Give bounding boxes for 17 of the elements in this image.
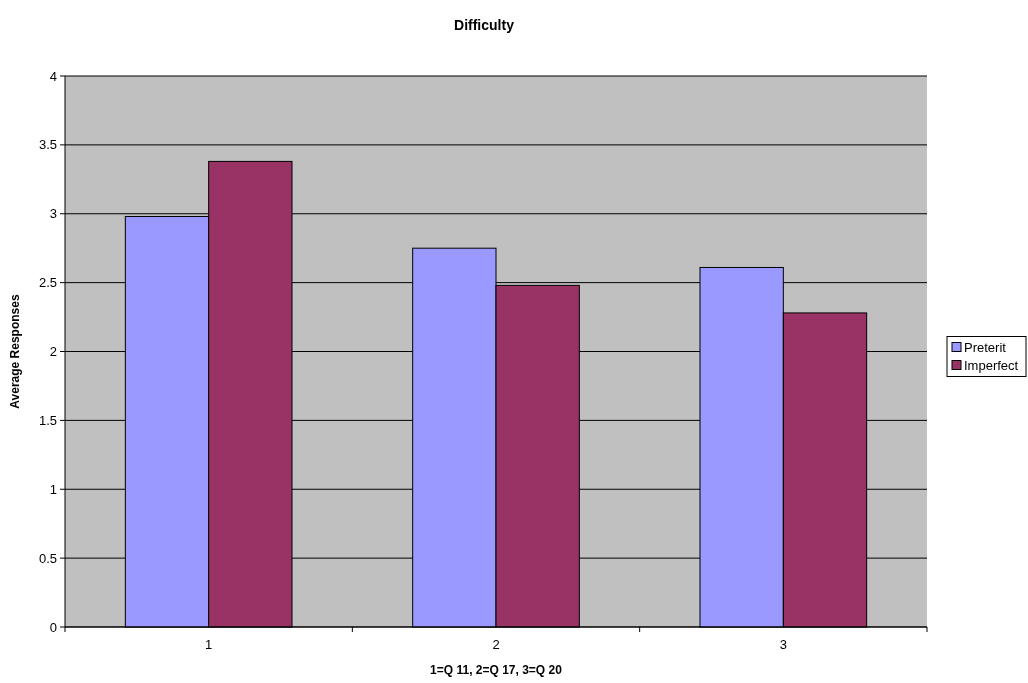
y-tick-label: 0 [49, 619, 57, 635]
x-tick-label: 2 [492, 637, 500, 652]
legend-label: Imperfect [964, 358, 1019, 374]
y-tick-label: 3.5 [38, 137, 57, 153]
chart-title: Difficulty [454, 17, 515, 33]
y-tick-label: 0.5 [38, 550, 57, 566]
x-tick-label: 3 [779, 637, 787, 652]
x-axis-title: 1=Q 11, 2=Q 17, 3=Q 20 [430, 663, 563, 677]
x-tick-label: 1 [205, 637, 213, 652]
legend-label: Preterit [964, 340, 1007, 356]
y-tick-label: 1 [49, 481, 57, 497]
y-tick-label: 4 [49, 68, 57, 84]
y-tick-label: 3 [49, 206, 57, 222]
y-tick-label: 2.5 [38, 275, 57, 291]
y-tick-label: 2 [49, 344, 57, 360]
y-tick-label: 1.5 [38, 412, 57, 428]
y-axis-title: Average Responses [8, 294, 22, 409]
